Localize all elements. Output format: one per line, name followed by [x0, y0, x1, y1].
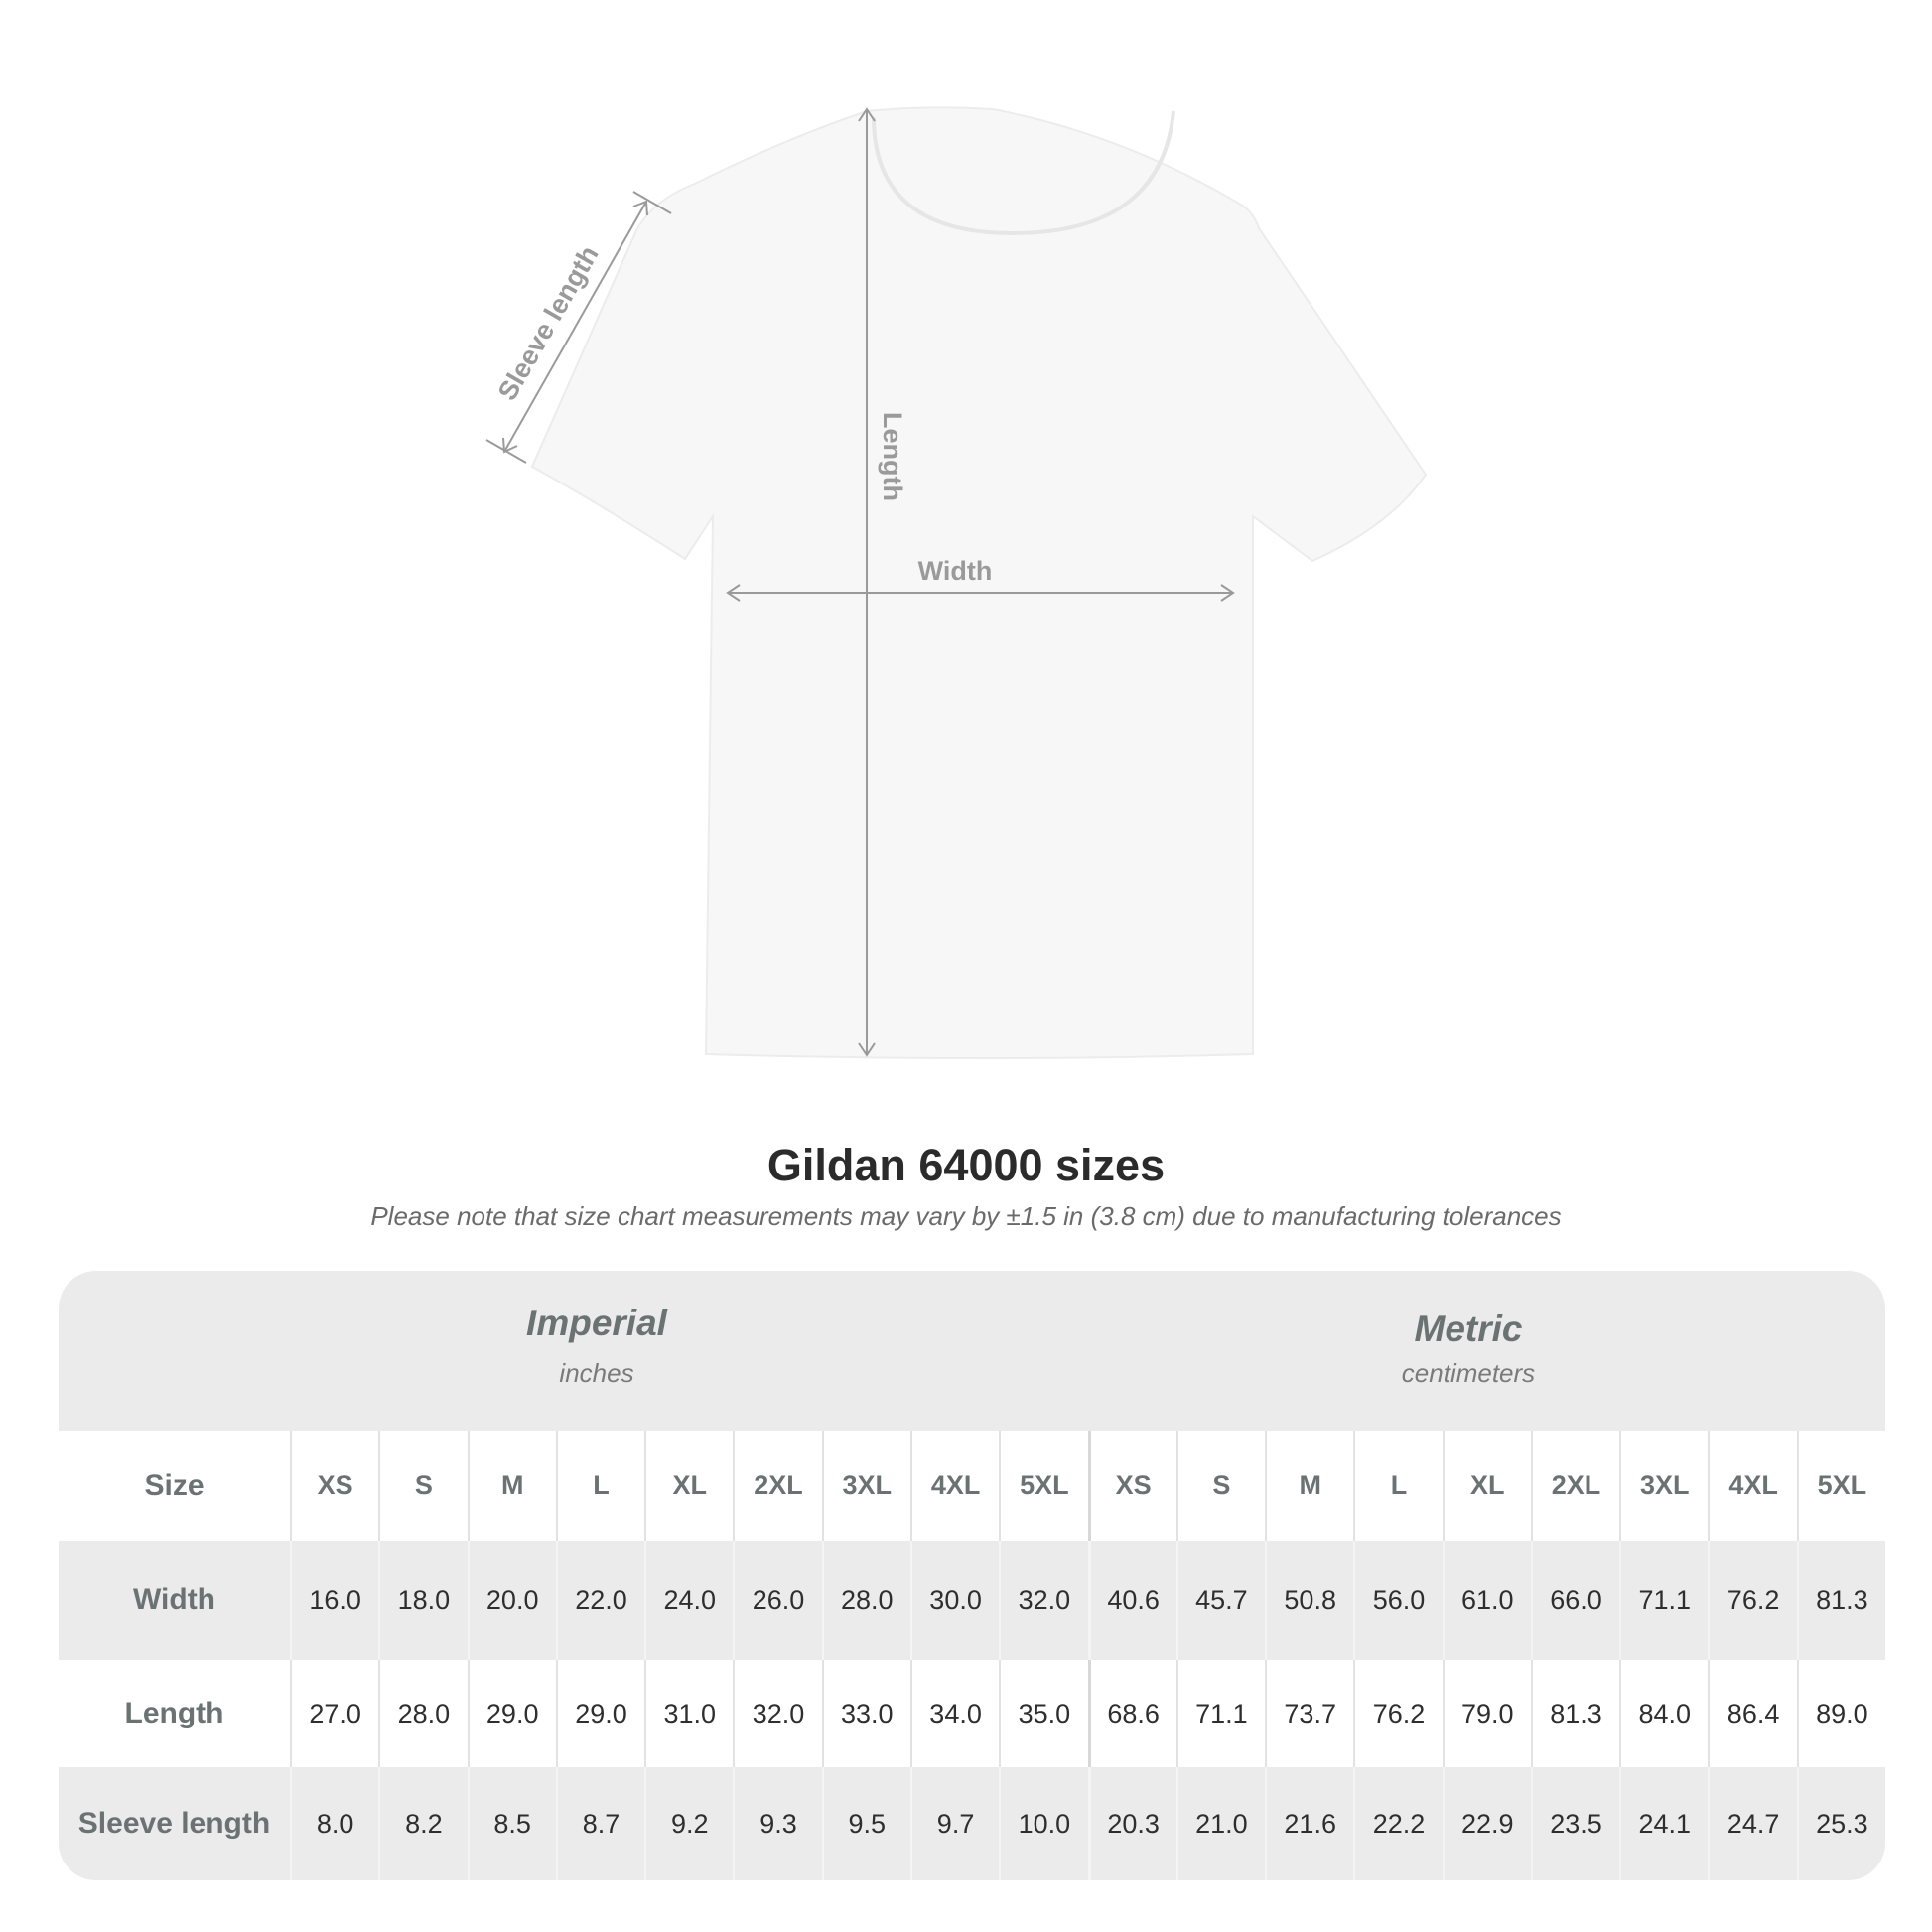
imperial-header: Imperial inches [299, 1303, 895, 1389]
table-cell: 29.0 [467, 1660, 556, 1767]
table-cell: 16.0 [290, 1541, 378, 1660]
length-label: Length [878, 412, 907, 501]
table-cell: 26.0 [733, 1541, 821, 1660]
table-cell: 8.2 [378, 1767, 467, 1880]
table-cell: 68.6 [1087, 1660, 1176, 1767]
table-cell: 25.3 [1796, 1767, 1885, 1880]
table-cell: 30.0 [909, 1541, 999, 1660]
table-cell: 32.0 [999, 1541, 1087, 1660]
table-cell: 32.0 [733, 1660, 821, 1767]
table-cell: 9.2 [644, 1767, 733, 1880]
table-cell: 61.0 [1442, 1541, 1531, 1660]
system-unit: centimeters [1401, 1358, 1536, 1388]
table-cell: 21.0 [1175, 1767, 1265, 1880]
units-header: Imperial inches Metric centimeters [59, 1271, 1885, 1431]
table-cell: 35.0 [999, 1660, 1087, 1767]
table-cell: 22.9 [1442, 1767, 1531, 1880]
width-label: Width [918, 556, 993, 586]
size-header-cell: 4XL [1708, 1431, 1796, 1541]
table-cell: 81.3 [1796, 1541, 1885, 1660]
table-cell: 8.5 [467, 1767, 556, 1880]
table-cell: 9.5 [821, 1767, 910, 1880]
table-cell: 24.7 [1708, 1767, 1796, 1880]
table-cell: 79.0 [1442, 1660, 1531, 1767]
collar [872, 110, 1175, 236]
table-cell: 8.0 [290, 1767, 378, 1880]
table-row: Sleeve length 8.0 8.2 8.5 8.7 9.2 9.3 9.5 9.7 10.… [59, 1767, 1885, 1880]
table-cell: 24.1 [1619, 1767, 1708, 1880]
table-cell: 29.0 [555, 1660, 644, 1767]
table-cell: 34.0 [909, 1660, 999, 1767]
table-cell: 8.7 [555, 1767, 644, 1880]
size-header-cell: S [1175, 1431, 1265, 1541]
size-header-cell: 5XL [999, 1431, 1087, 1541]
table-cell: 22.2 [1353, 1767, 1442, 1880]
system-name: Metric [1414, 1309, 1523, 1349]
size-header-cell: XS [1087, 1431, 1176, 1541]
size-header-cell: M [1265, 1431, 1353, 1541]
table-cell: 40.6 [1087, 1541, 1176, 1660]
table-cell: 9.3 [733, 1767, 821, 1880]
table-cell: 22.0 [555, 1541, 644, 1660]
size-header-cell: L [555, 1431, 644, 1541]
table-cell: 21.6 [1265, 1767, 1353, 1880]
size-header-cell: XL [644, 1431, 733, 1541]
size-header-cell: 5XL [1796, 1431, 1885, 1541]
tolerance-note: Please note that size chart measurements… [370, 1201, 1562, 1231]
tshirt-diagram: Sleeve length Length Width [485, 106, 1428, 1059]
size-header-cell: XL [1442, 1431, 1531, 1541]
table-cell: 24.0 [644, 1541, 733, 1660]
row-label: Size [144, 1468, 205, 1502]
system-name: Imperial [526, 1303, 667, 1343]
size-header-cell: 2XL [1530, 1431, 1619, 1541]
table-cell: 71.1 [1619, 1541, 1708, 1660]
table-row: Length 27.0 28.0 29.0 29.0 31.0 32.0 33.0 34.0 35… [59, 1660, 1885, 1767]
size-header-cell: M [467, 1431, 556, 1541]
size-header-cell: 3XL [821, 1431, 910, 1541]
table-cell: 28.0 [821, 1541, 910, 1660]
size-table: Imperial inches Metric centimeters Size X… [59, 1271, 1885, 1880]
row-label: Width [132, 1584, 216, 1616]
table-cell: 18.0 [378, 1541, 467, 1660]
size-header-cell: 4XL [909, 1431, 999, 1541]
sleeve-arrow [503, 201, 647, 453]
table-cell: 31.0 [644, 1660, 733, 1767]
size-header-row: Size XS S M L XL 2XL 3XL 4XL 5XL XS S M L XL 2XL 3XL 4XL 5… [59, 1431, 1885, 1541]
table-row: Width 16.0 18.0 20.0 22.0 24.0 26.0 28.0 30.0 32.… [59, 1541, 1885, 1660]
table-cell: 23.5 [1530, 1767, 1619, 1880]
table-cell: 73.7 [1265, 1660, 1353, 1767]
table-cell: 76.2 [1353, 1660, 1442, 1767]
row-label: Length [124, 1697, 224, 1729]
table-cell: 81.3 [1530, 1660, 1619, 1767]
size-header-cell: 2XL [733, 1431, 821, 1541]
size-header-cell: 3XL [1619, 1431, 1708, 1541]
table-cell: 86.4 [1708, 1660, 1796, 1767]
table-cell: 27.0 [290, 1660, 378, 1767]
table-cell: 45.7 [1175, 1541, 1265, 1660]
table-cell: 71.1 [1175, 1660, 1265, 1767]
system-unit: inches [559, 1358, 634, 1388]
size-header-cell: XS [290, 1431, 378, 1541]
table-cell: 33.0 [821, 1660, 910, 1767]
table-cell: 50.8 [1265, 1541, 1353, 1660]
table-cell: 20.3 [1087, 1767, 1176, 1880]
table-cell: 20.0 [467, 1541, 556, 1660]
table-cell: 84.0 [1619, 1660, 1708, 1767]
table-cell: 10.0 [999, 1767, 1087, 1880]
table-cell: 66.0 [1530, 1541, 1619, 1660]
size-header-cell: S [378, 1431, 467, 1541]
table-cell: 56.0 [1353, 1541, 1442, 1660]
page-title: Gildan 64000 sizes [766, 1140, 1166, 1190]
size-header-cell: L [1353, 1431, 1442, 1541]
row-label: Sleeve length [77, 1807, 271, 1840]
table-cell: 76.2 [1708, 1541, 1796, 1660]
metric-header: Metric centimeters [1171, 1309, 1766, 1389]
table-cell: 9.7 [909, 1767, 999, 1880]
table-cell: 89.0 [1796, 1660, 1885, 1767]
table-cell: 28.0 [378, 1660, 467, 1767]
